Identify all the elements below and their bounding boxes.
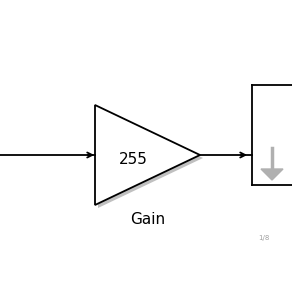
Text: 1/8: 1/8 [258,235,270,241]
Polygon shape [95,105,200,205]
Text: 255: 255 [119,152,147,168]
Polygon shape [98,108,203,208]
Polygon shape [261,169,283,180]
Text: Gain: Gain [131,213,166,227]
